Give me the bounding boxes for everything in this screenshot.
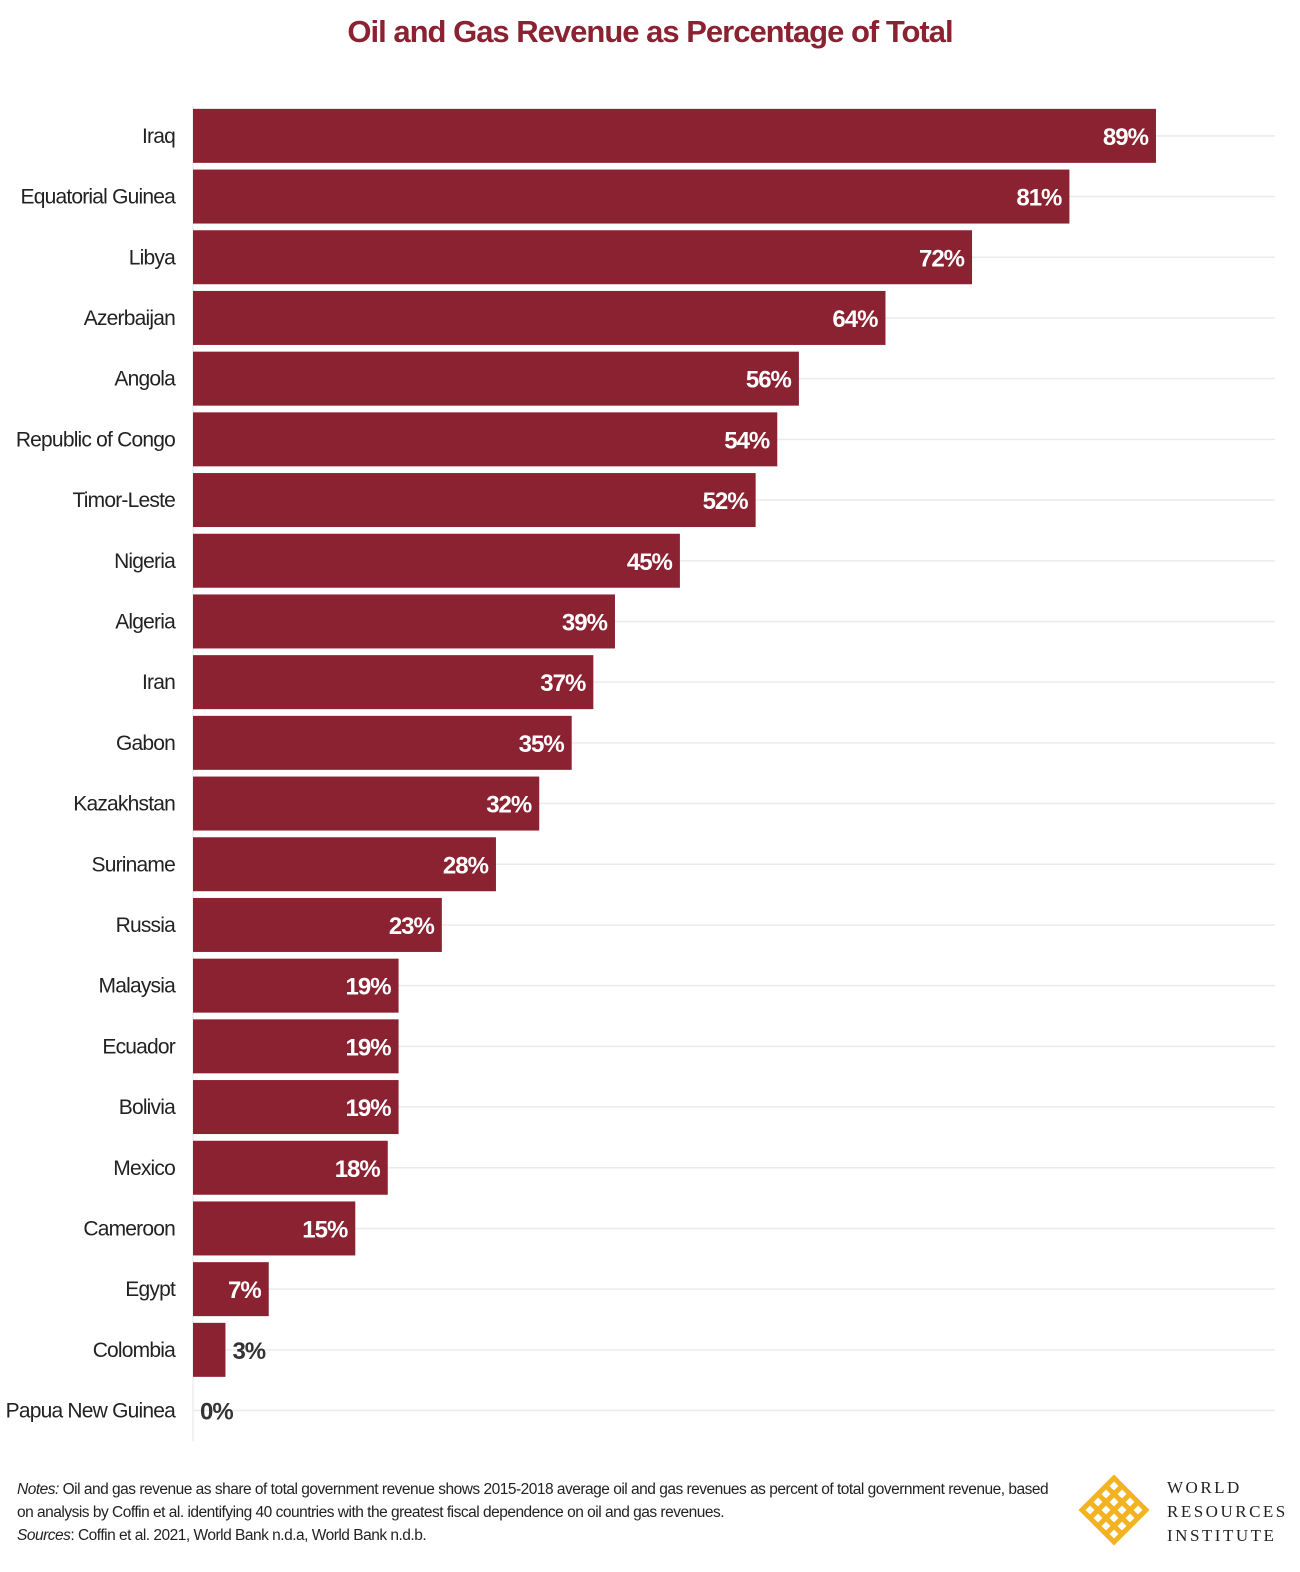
category-label: Azerbaijan	[84, 307, 175, 330]
value-label: 7%	[228, 1277, 261, 1304]
value-label: 15%	[302, 1216, 348, 1243]
bar	[193, 351, 799, 406]
category-label: Egypt	[125, 1278, 176, 1301]
category-label: Russia	[116, 914, 177, 937]
category-label: Equatorial Guinea	[20, 186, 176, 209]
category-label: Libya	[129, 246, 176, 269]
category-label: Bolivia	[119, 1096, 176, 1119]
value-label: 81%	[1016, 185, 1062, 212]
value-label: 64%	[832, 306, 878, 333]
bar	[193, 776, 540, 831]
value-label: 28%	[443, 852, 489, 879]
value-label: 54%	[724, 427, 770, 454]
category-label: Colombia	[93, 1339, 176, 1362]
category-label: Cameroon	[83, 1217, 175, 1240]
bar	[193, 533, 680, 588]
bar-chart: Iraq 89% Equatorial Guinea 81% Libya 72% Azerb…	[6, 106, 1275, 1442]
category-label: Kazakhstan	[73, 793, 175, 816]
value-label: 56%	[746, 367, 792, 394]
value-label: 89%	[1103, 124, 1149, 151]
bar	[193, 594, 615, 649]
notes: Notes: Oil and gas revenue as share of t…	[17, 1478, 1057, 1547]
bar	[193, 655, 594, 710]
category-label: Papua New Guinea	[6, 1400, 176, 1423]
wri-logo-icon	[1078, 1474, 1150, 1546]
category-label: Timor-Leste	[73, 489, 176, 512]
category-label: Ecuador	[102, 1035, 175, 1058]
value-label: 19%	[346, 1095, 392, 1122]
value-label: 32%	[486, 792, 532, 819]
category-label: Gabon	[116, 732, 175, 755]
value-label: 37%	[540, 670, 586, 697]
logo-text-institute: INSTITUTE	[1167, 1526, 1277, 1545]
category-label: Malaysia	[99, 975, 177, 998]
sources-text: : Coffin et al. 2021, World Bank n.d.a, …	[70, 1527, 427, 1544]
bar	[193, 1201, 356, 1256]
value-label: 18%	[335, 1156, 381, 1183]
bar	[193, 169, 1070, 224]
value-label: 3%	[232, 1338, 265, 1365]
category-label: Iran	[142, 671, 175, 694]
category-label: Suriname	[92, 853, 176, 876]
value-label: 23%	[389, 913, 435, 940]
value-label: 52%	[703, 488, 749, 515]
bar	[193, 837, 496, 892]
category-label: Nigeria	[114, 550, 176, 573]
notes-label: Notes:	[17, 1481, 59, 1498]
value-label: 45%	[627, 549, 673, 576]
value-label: 0%	[200, 1399, 233, 1426]
bar	[193, 412, 778, 467]
chart-title: Oil and Gas Revenue as Percentage of Tot…	[347, 14, 953, 49]
logo-text-resources: RESOURCES	[1167, 1502, 1288, 1521]
bar	[193, 1080, 399, 1135]
bar	[193, 290, 886, 345]
bar	[193, 1019, 399, 1074]
category-label: Algeria	[115, 610, 176, 633]
value-label: 35%	[519, 731, 565, 758]
category-label: Angola	[114, 368, 176, 391]
value-label: 72%	[919, 245, 965, 272]
notes-text: Oil and gas revenue as share of total go…	[17, 1481, 1049, 1521]
logo-text-world: WORLD	[1167, 1478, 1242, 1497]
value-label: 19%	[346, 974, 392, 1001]
bar	[193, 108, 1156, 163]
sources-label: Sources	[17, 1527, 71, 1544]
category-label: Mexico	[113, 1157, 175, 1180]
category-label: Iraq	[142, 125, 175, 148]
value-label: 39%	[562, 609, 608, 636]
bar	[193, 715, 572, 770]
bar	[193, 958, 399, 1013]
bar	[193, 1140, 388, 1195]
wri-logo: WORLD RESOURCES INSTITUTE	[1078, 1474, 1300, 1550]
bar	[193, 1322, 226, 1377]
category-label: Republic of Congo	[16, 428, 175, 451]
value-label: 19%	[346, 1034, 392, 1061]
bar	[193, 473, 756, 528]
bar	[193, 230, 973, 285]
bar	[193, 1262, 269, 1317]
bar	[193, 897, 442, 952]
